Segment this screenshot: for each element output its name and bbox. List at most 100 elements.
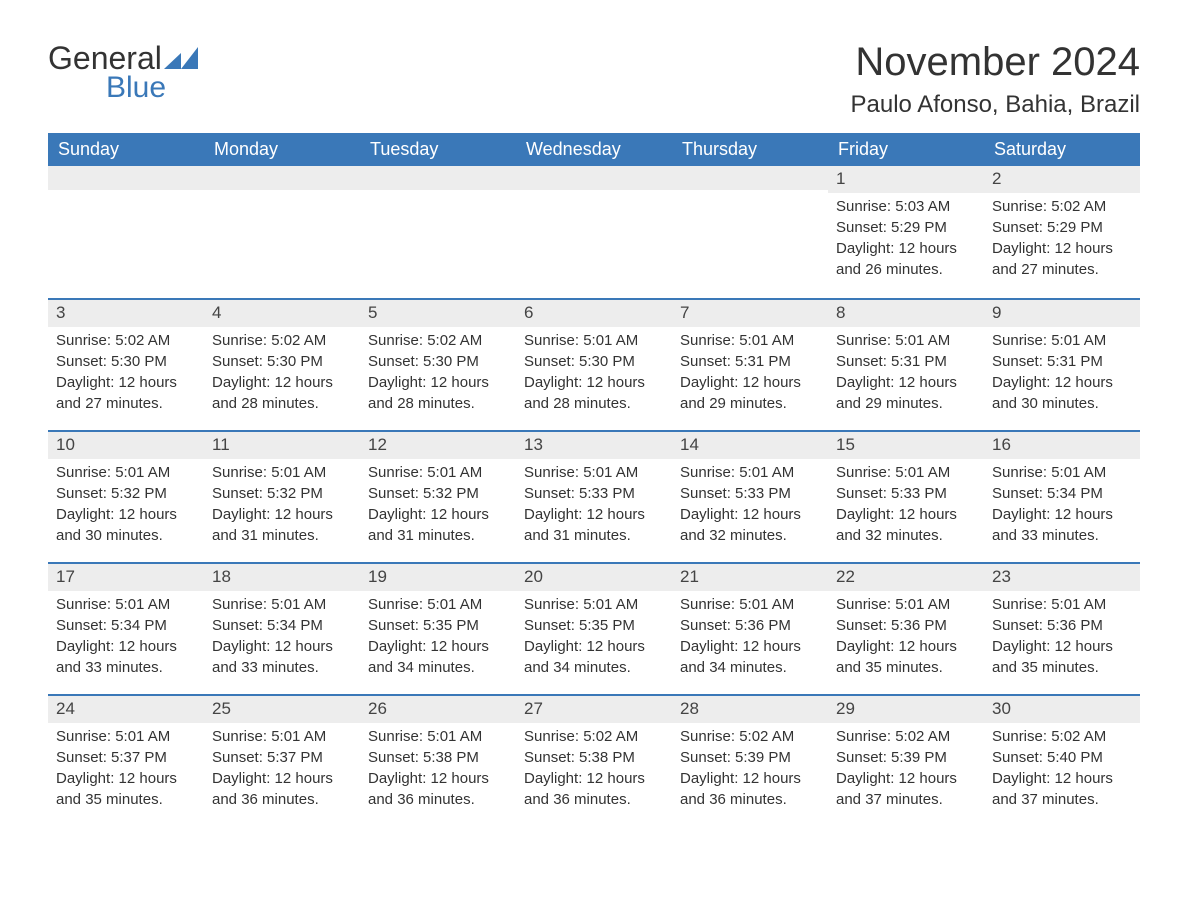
sunset-text: Sunset: 5:38 PM [368,748,508,768]
daylight-text: Daylight: 12 hours and 29 minutes. [680,373,820,414]
day-content: Sunrise: 5:01 AMSunset: 5:35 PMDaylight:… [516,591,672,687]
sunrise-text: Sunrise: 5:02 AM [836,727,976,747]
day-number: 24 [48,696,204,723]
dayhead-sunday: Sunday [48,133,204,166]
day-cell: 24Sunrise: 5:01 AMSunset: 5:37 PMDayligh… [48,696,204,826]
day-cell: 4Sunrise: 5:02 AMSunset: 5:30 PMDaylight… [204,300,360,430]
sunset-text: Sunset: 5:32 PM [368,484,508,504]
sunrise-text: Sunrise: 5:01 AM [992,463,1132,483]
day-number: 26 [360,696,516,723]
sunset-text: Sunset: 5:29 PM [992,218,1132,238]
sunset-text: Sunset: 5:33 PM [524,484,664,504]
sunrise-text: Sunrise: 5:03 AM [836,197,976,217]
day-number [672,166,828,190]
sunrise-text: Sunrise: 5:01 AM [56,595,196,615]
day-cell: 13Sunrise: 5:01 AMSunset: 5:33 PMDayligh… [516,432,672,562]
day-cell: 11Sunrise: 5:01 AMSunset: 5:32 PMDayligh… [204,432,360,562]
day-content: Sunrise: 5:01 AMSunset: 5:34 PMDaylight:… [204,591,360,687]
day-number: 20 [516,564,672,591]
day-number: 15 [828,432,984,459]
title-block: November 2024 Paulo Afonso, Bahia, Brazi… [850,40,1140,119]
day-content [516,190,672,270]
day-cell: 1Sunrise: 5:03 AMSunset: 5:29 PMDaylight… [828,166,984,298]
daylight-text: Daylight: 12 hours and 28 minutes. [368,373,508,414]
day-cell: 10Sunrise: 5:01 AMSunset: 5:32 PMDayligh… [48,432,204,562]
day-number: 11 [204,432,360,459]
week-row: 3Sunrise: 5:02 AMSunset: 5:30 PMDaylight… [48,298,1140,430]
dayhead-saturday: Saturday [984,133,1140,166]
sunset-text: Sunset: 5:36 PM [680,616,820,636]
day-cell: 27Sunrise: 5:02 AMSunset: 5:38 PMDayligh… [516,696,672,826]
day-number: 3 [48,300,204,327]
sunset-text: Sunset: 5:38 PM [524,748,664,768]
sunset-text: Sunset: 5:37 PM [212,748,352,768]
daylight-text: Daylight: 12 hours and 34 minutes. [524,637,664,678]
daylight-text: Daylight: 12 hours and 28 minutes. [212,373,352,414]
logo-mark-icon [164,40,198,77]
day-cell [360,166,516,298]
daylight-text: Daylight: 12 hours and 37 minutes. [992,769,1132,810]
daylight-text: Daylight: 12 hours and 27 minutes. [56,373,196,414]
sunrise-text: Sunrise: 5:01 AM [368,595,508,615]
daylight-text: Daylight: 12 hours and 31 minutes. [368,505,508,546]
daylight-text: Daylight: 12 hours and 28 minutes. [524,373,664,414]
day-number: 13 [516,432,672,459]
sunrise-text: Sunrise: 5:01 AM [56,463,196,483]
sunset-text: Sunset: 5:30 PM [212,352,352,372]
sunrise-text: Sunrise: 5:01 AM [680,595,820,615]
day-cell: 21Sunrise: 5:01 AMSunset: 5:36 PMDayligh… [672,564,828,694]
day-cell: 28Sunrise: 5:02 AMSunset: 5:39 PMDayligh… [672,696,828,826]
daylight-text: Daylight: 12 hours and 31 minutes. [212,505,352,546]
day-content: Sunrise: 5:01 AMSunset: 5:37 PMDaylight:… [48,723,204,819]
day-cell: 12 Sunrise: 5:01 AMSunset: 5:32 PMDayligh… [360,432,516,562]
sunrise-text: Sunrise: 5:01 AM [992,331,1132,351]
day-number: 27 [516,696,672,723]
day-number: 9 [984,300,1140,327]
sunrise-text: Sunrise: 5:02 AM [56,331,196,351]
day-content: Sunrise: 5:02 AMSunset: 5:40 PMDaylight:… [984,723,1140,819]
day-cell: 23Sunrise: 5:01 AMSunset: 5:36 PMDayligh… [984,564,1140,694]
day-content [204,190,360,270]
daylight-text: Daylight: 12 hours and 34 minutes. [680,637,820,678]
day-number: 19 [360,564,516,591]
day-content: Sunrise: 5:01 AMSunset: 5:34 PMDaylight:… [48,591,204,687]
day-number: 2 [984,166,1140,193]
sunset-text: Sunset: 5:35 PM [524,616,664,636]
daylight-text: Daylight: 12 hours and 35 minutes. [992,637,1132,678]
day-cell: 5Sunrise: 5:02 AMSunset: 5:30 PMDaylight… [360,300,516,430]
day-number: 29 [828,696,984,723]
day-cell: 6Sunrise: 5:01 AMSunset: 5:30 PMDaylight… [516,300,672,430]
day-cell: 9Sunrise: 5:01 AMSunset: 5:31 PMDaylight… [984,300,1140,430]
day-content: Sunrise: 5:02 AMSunset: 5:30 PMDaylight:… [48,327,204,423]
sunset-text: Sunset: 5:34 PM [56,616,196,636]
weeks-container: 1Sunrise: 5:03 AMSunset: 5:29 PMDaylight… [48,166,1140,826]
sunrise-text: Sunrise: 5:01 AM [368,727,508,747]
day-content: Sunrise: 5:01 AMSunset: 5:35 PMDaylight:… [360,591,516,687]
sunset-text: Sunset: 5:30 PM [524,352,664,372]
day-content: Sunrise: 5:01 AMSunset: 5:30 PMDaylight:… [516,327,672,423]
sunrise-text: Sunrise: 5:01 AM [212,595,352,615]
day-cell: 26Sunrise: 5:01 AMSunset: 5:38 PMDayligh… [360,696,516,826]
sunrise-text: Sunrise: 5:01 AM [524,595,664,615]
sunrise-text: Sunrise: 5:02 AM [524,727,664,747]
week-row: 1Sunrise: 5:03 AMSunset: 5:29 PMDaylight… [48,166,1140,298]
day-content: Sunrise: 5:01 AMSunset: 5:37 PMDaylight:… [204,723,360,819]
day-content: Sunrise: 5:01 AMSunset: 5:31 PMDaylight:… [672,327,828,423]
daylight-text: Daylight: 12 hours and 33 minutes. [992,505,1132,546]
daylight-text: Daylight: 12 hours and 30 minutes. [56,505,196,546]
dayhead-thursday: Thursday [672,133,828,166]
sunrise-text: Sunrise: 5:02 AM [992,197,1132,217]
sunrise-text: Sunrise: 5:01 AM [212,463,352,483]
sunset-text: Sunset: 5:33 PM [836,484,976,504]
sunset-text: Sunset: 5:39 PM [836,748,976,768]
sunrise-text: Sunrise: 5:02 AM [212,331,352,351]
day-content [672,190,828,270]
day-content: Sunrise: 5:01 AMSunset: 5:36 PMDaylight:… [984,591,1140,687]
day-cell [516,166,672,298]
sunrise-text: Sunrise: 5:01 AM [836,331,976,351]
day-number: 12 [360,432,516,459]
sunset-text: Sunset: 5:30 PM [368,352,508,372]
day-content: Sunrise: 5:02 AMSunset: 5:39 PMDaylight:… [672,723,828,819]
day-number: 18 [204,564,360,591]
sunrise-text: Sunrise: 5:01 AM [368,463,508,483]
